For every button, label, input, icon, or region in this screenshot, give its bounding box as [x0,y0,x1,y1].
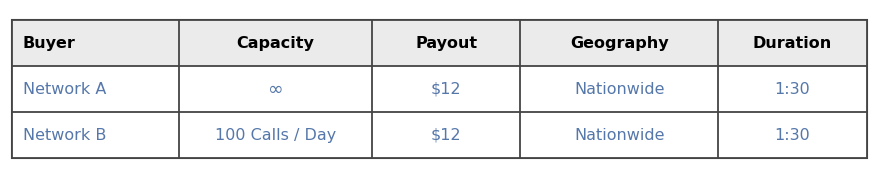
Text: Nationwide: Nationwide [573,82,664,97]
Text: $12: $12 [430,82,461,97]
Text: 1:30: 1:30 [774,82,810,97]
Bar [12,20,866,158]
Text: Geography: Geography [570,36,668,51]
Text: Payout: Payout [414,36,477,51]
Text: Capacity: Capacity [236,36,314,51]
Text: $12: $12 [430,128,461,143]
Bar [12,66,866,112]
Text: Buyer: Buyer [23,36,76,51]
Text: Network A: Network A [23,82,106,97]
Bar [12,20,866,66]
Text: ∞: ∞ [267,80,283,99]
Text: Network B: Network B [23,128,106,143]
Text: Duration: Duration [752,36,831,51]
Text: 1:30: 1:30 [774,128,810,143]
Bar [12,112,866,158]
Text: Nationwide: Nationwide [573,128,664,143]
Text: 100 Calls / Day: 100 Calls / Day [214,128,335,143]
